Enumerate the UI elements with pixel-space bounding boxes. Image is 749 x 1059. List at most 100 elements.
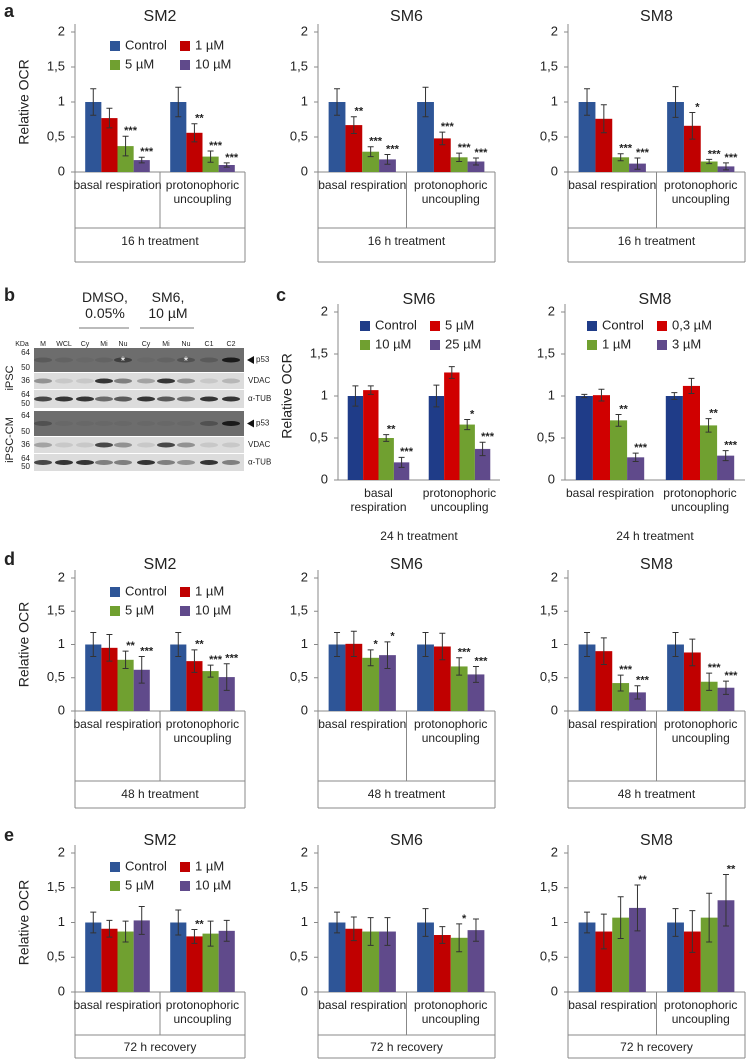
bar xyxy=(612,917,630,992)
bar xyxy=(170,644,187,711)
blot-band xyxy=(177,442,195,448)
blot-band xyxy=(114,396,132,402)
significance: *** xyxy=(708,148,722,160)
significance: ** xyxy=(195,918,204,930)
bar xyxy=(595,118,613,172)
blot-band xyxy=(34,396,52,402)
bar xyxy=(345,928,363,992)
error-bar xyxy=(422,632,429,657)
x-tick-label: basal respiration xyxy=(73,178,162,192)
bar xyxy=(612,157,630,172)
mw-marker: 64 xyxy=(21,348,30,357)
y-axis-label: Relative OCR xyxy=(16,59,32,145)
mw-marker: 50 xyxy=(21,399,30,408)
blot-band xyxy=(222,442,240,448)
error-bar xyxy=(581,393,588,399)
lane-label: M xyxy=(40,341,46,348)
lane-label: C1 xyxy=(205,341,214,348)
error-bar xyxy=(175,86,182,118)
legend-swatch xyxy=(110,41,120,51)
x-tick-label: basal respiration xyxy=(318,178,407,192)
y-tick-label: 0,5 xyxy=(290,128,308,143)
significance: ** xyxy=(195,639,204,651)
y-tick-label: 1,5 xyxy=(290,58,308,73)
bar xyxy=(667,644,684,711)
bar xyxy=(85,644,102,711)
error-bar xyxy=(367,146,374,158)
x-tick-label: protonophoric uncoupling xyxy=(165,178,240,206)
chart-title: SM2 xyxy=(144,556,177,573)
bar xyxy=(186,661,203,711)
significance: ** xyxy=(727,863,736,875)
error-bar xyxy=(439,632,446,661)
bar xyxy=(170,922,187,992)
blot-band xyxy=(157,396,175,402)
legend-swatch xyxy=(657,321,667,331)
error-bar xyxy=(367,385,374,395)
error-bar xyxy=(634,685,641,700)
y-tick-label: 0 xyxy=(58,163,65,178)
bar xyxy=(595,651,613,711)
error-bar xyxy=(122,920,129,943)
error-bar xyxy=(472,157,479,166)
significance: *** xyxy=(634,442,648,454)
bar xyxy=(417,644,434,711)
blot-band xyxy=(55,460,73,465)
significance: ** xyxy=(638,874,647,886)
y-tick-label: 1 xyxy=(548,387,555,402)
bar xyxy=(467,161,485,172)
bar xyxy=(578,644,596,711)
bar xyxy=(345,125,363,172)
error-bar xyxy=(671,392,678,400)
y-tick-label: 0,5 xyxy=(540,128,558,143)
bar xyxy=(170,102,187,172)
legend-swatch xyxy=(430,321,440,331)
error-bar xyxy=(722,450,729,462)
bar xyxy=(218,677,235,711)
bar xyxy=(202,933,219,992)
x-axis-label: 48 h treatment xyxy=(121,787,199,801)
mw-marker: 36 xyxy=(21,440,30,449)
x-axis-label: 24 h treatment xyxy=(616,529,694,543)
y-axis-label: Relative OCR xyxy=(16,880,32,966)
error-bar xyxy=(334,88,341,116)
blot-band xyxy=(76,396,94,402)
bar xyxy=(101,647,118,711)
legend-swatch xyxy=(180,606,190,616)
error-bar xyxy=(617,674,624,692)
error-bar xyxy=(600,104,607,134)
error-bar xyxy=(384,154,391,165)
bar xyxy=(393,462,410,480)
y-axis-label: Relative OCR xyxy=(16,602,32,688)
blot-band xyxy=(114,460,132,465)
bar xyxy=(379,655,396,711)
bar xyxy=(629,907,646,992)
y-tick-label: 2 xyxy=(58,23,65,38)
bar xyxy=(450,937,468,992)
legend-label: Control xyxy=(375,317,417,332)
bar xyxy=(218,165,235,172)
error-bar xyxy=(722,680,729,695)
blot-strip xyxy=(34,437,244,453)
legend-swatch xyxy=(180,60,190,70)
legend-label: 25 µM xyxy=(445,336,481,351)
bar xyxy=(363,390,379,480)
bar xyxy=(328,102,346,172)
error-bar xyxy=(367,917,374,946)
bar xyxy=(202,156,219,172)
y-tick-label: 1,5 xyxy=(47,603,65,618)
y-tick-label: 2 xyxy=(58,569,65,584)
blot-band xyxy=(76,442,94,448)
error-bar xyxy=(584,911,591,934)
blot-band xyxy=(34,378,52,384)
y-tick-label: 2 xyxy=(551,569,558,584)
significance: *** xyxy=(636,675,650,687)
significance: *** xyxy=(708,662,722,674)
y-tick-label: 0,5 xyxy=(537,429,555,444)
bar xyxy=(467,930,485,992)
bar xyxy=(417,922,434,992)
significance: *** xyxy=(225,152,239,164)
bar xyxy=(117,146,134,172)
error-bar xyxy=(106,634,113,662)
bar xyxy=(595,931,613,992)
